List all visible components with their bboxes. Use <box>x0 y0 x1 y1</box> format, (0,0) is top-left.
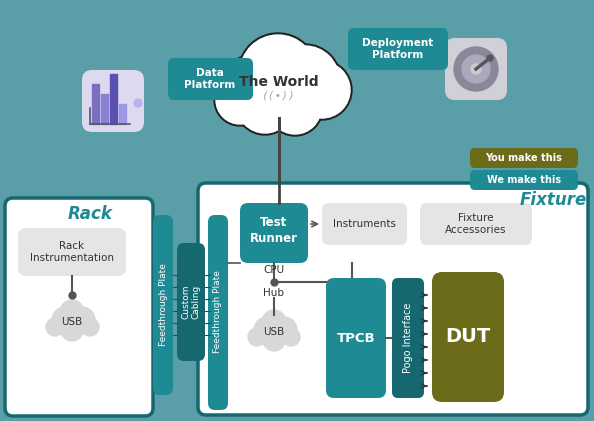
Circle shape <box>134 99 142 107</box>
FancyBboxPatch shape <box>470 148 578 168</box>
Circle shape <box>262 310 286 334</box>
Circle shape <box>263 329 285 351</box>
FancyBboxPatch shape <box>432 272 504 402</box>
Text: Pogo Interface: Pogo Interface <box>403 303 413 373</box>
FancyBboxPatch shape <box>348 28 448 70</box>
Text: Data
Platform: Data Platform <box>184 68 236 90</box>
Circle shape <box>462 55 490 83</box>
Text: Fixture
Accessories: Fixture Accessories <box>446 213 507 235</box>
Circle shape <box>235 75 295 135</box>
Circle shape <box>269 82 321 134</box>
Text: ((•)): ((•)) <box>262 91 296 101</box>
FancyBboxPatch shape <box>153 215 173 395</box>
Circle shape <box>221 56 289 124</box>
FancyBboxPatch shape <box>326 278 386 398</box>
Circle shape <box>269 44 341 116</box>
Circle shape <box>216 76 264 124</box>
Text: Deployment
Platform: Deployment Platform <box>362 38 434 60</box>
Circle shape <box>271 317 297 343</box>
Circle shape <box>282 328 300 346</box>
Text: Fixture: Fixture <box>519 191 587 209</box>
Text: Rack: Rack <box>68 205 112 223</box>
Circle shape <box>237 77 293 133</box>
Circle shape <box>240 35 316 111</box>
Circle shape <box>61 319 83 341</box>
Text: We make this: We make this <box>487 175 561 185</box>
Circle shape <box>214 74 266 126</box>
FancyBboxPatch shape <box>322 203 407 245</box>
FancyBboxPatch shape <box>198 183 588 415</box>
Circle shape <box>294 62 350 118</box>
Circle shape <box>219 54 291 126</box>
Bar <box>92 84 99 124</box>
Circle shape <box>292 60 352 120</box>
Circle shape <box>254 317 280 343</box>
Circle shape <box>52 307 78 333</box>
FancyBboxPatch shape <box>208 215 228 410</box>
Circle shape <box>69 307 95 333</box>
Circle shape <box>81 318 99 336</box>
Text: USB: USB <box>61 317 83 327</box>
FancyBboxPatch shape <box>240 203 308 263</box>
Text: Instruments: Instruments <box>333 219 396 229</box>
FancyBboxPatch shape <box>420 203 532 245</box>
FancyBboxPatch shape <box>177 243 205 361</box>
Text: Custom
Cabling: Custom Cabling <box>181 285 201 319</box>
Bar <box>101 94 108 124</box>
Circle shape <box>46 318 64 336</box>
Circle shape <box>238 33 318 113</box>
FancyBboxPatch shape <box>82 70 144 132</box>
Circle shape <box>60 300 84 324</box>
Circle shape <box>267 80 323 136</box>
Circle shape <box>471 64 481 74</box>
Circle shape <box>271 46 339 114</box>
Circle shape <box>454 47 498 91</box>
Text: Feedthrough Plate: Feedthrough Plate <box>213 271 223 354</box>
FancyBboxPatch shape <box>5 198 153 416</box>
Text: USB: USB <box>263 327 285 337</box>
Text: DUT: DUT <box>446 328 491 346</box>
FancyBboxPatch shape <box>18 228 126 276</box>
FancyBboxPatch shape <box>470 170 578 190</box>
Text: TPCB: TPCB <box>337 331 375 344</box>
Bar <box>110 74 117 124</box>
Text: Rack
Instrumentation: Rack Instrumentation <box>30 241 114 263</box>
Text: The World: The World <box>239 75 319 89</box>
Text: Test
Runner: Test Runner <box>250 216 298 245</box>
Text: Feedthrough Plate: Feedthrough Plate <box>159 264 168 346</box>
Circle shape <box>248 328 266 346</box>
Text: Hub: Hub <box>264 288 285 298</box>
FancyBboxPatch shape <box>392 278 424 398</box>
Circle shape <box>487 55 493 61</box>
FancyBboxPatch shape <box>168 58 253 100</box>
Text: You make this: You make this <box>485 153 563 163</box>
FancyBboxPatch shape <box>445 38 507 100</box>
Bar <box>119 104 126 124</box>
Text: CPU: CPU <box>263 265 285 275</box>
